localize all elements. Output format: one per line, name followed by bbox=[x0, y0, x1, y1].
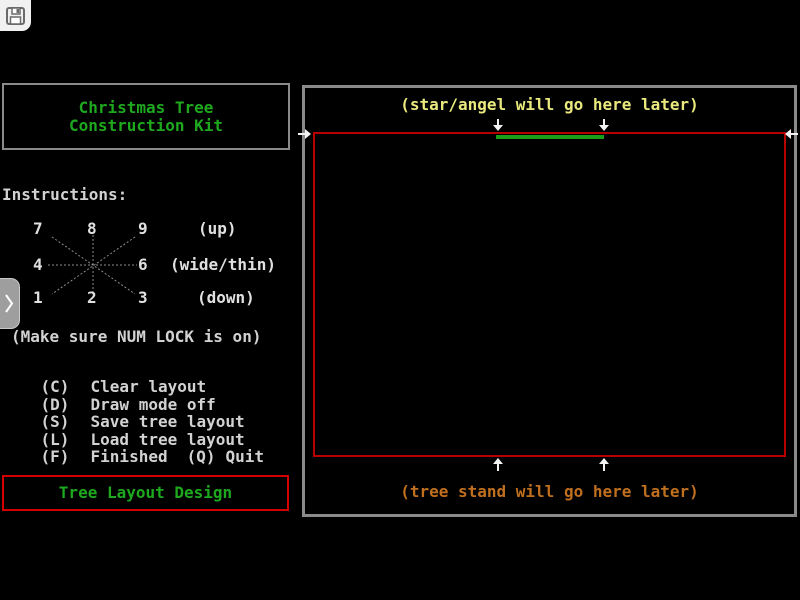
instructions-heading: Instructions: bbox=[2, 185, 128, 204]
save-button[interactable] bbox=[0, 0, 31, 31]
command-clear: (C) Clear layout bbox=[2, 363, 207, 411]
numpad-label-wide-thin: (wide/thin) bbox=[170, 255, 276, 274]
down-arrow-icon bbox=[493, 119, 503, 131]
command-key: (C) bbox=[40, 377, 70, 396]
down-arrow-icon bbox=[599, 119, 609, 131]
command-load: (L) Load tree layout bbox=[2, 416, 245, 464]
chevron-right-icon bbox=[5, 294, 14, 313]
command-label: Clear layout bbox=[90, 377, 207, 396]
app-title-line2: Construction Kit bbox=[68, 115, 224, 135]
command-label: Save tree layout bbox=[90, 412, 245, 431]
tree-top-segment bbox=[496, 135, 604, 139]
command-draw-mode: (D) Draw mode off bbox=[2, 381, 216, 429]
command-key: (F) bbox=[40, 447, 70, 466]
mode-status-label: Tree Layout Design bbox=[58, 483, 233, 502]
command-key: (S) bbox=[40, 412, 70, 431]
command-label: Finished bbox=[90, 447, 168, 466]
floppy-disk-icon bbox=[6, 6, 25, 25]
numpad-key-8: 8 bbox=[87, 219, 97, 238]
command-key: (D) bbox=[40, 394, 70, 414]
numpad-key-7: 7 bbox=[33, 219, 43, 238]
command-save: (S) Save tree layout bbox=[2, 398, 245, 446]
numlock-note: (Make sure NUM LOCK is on) bbox=[11, 327, 262, 346]
numpad-key-2: 2 bbox=[87, 288, 97, 307]
up-arrow-icon bbox=[599, 458, 609, 471]
numpad-key-3: 3 bbox=[138, 288, 148, 307]
numpad-key-6: 6 bbox=[138, 255, 148, 274]
command-key: (L) bbox=[40, 429, 70, 449]
numpad-key-9: 9 bbox=[138, 219, 148, 238]
left-arrow-icon bbox=[785, 129, 798, 139]
numpad-direction-lines bbox=[48, 235, 137, 295]
app-title-box: Christmas Tree Construction Kit bbox=[2, 83, 290, 150]
command-key: (Q) bbox=[186, 447, 216, 466]
command-label: Load tree layout bbox=[90, 429, 245, 449]
numpad-label-down: (down) bbox=[197, 288, 255, 307]
command-label: Draw mode off bbox=[90, 394, 216, 414]
numpad-key-4: 4 bbox=[33, 255, 43, 274]
numpad-key-1: 1 bbox=[33, 288, 43, 307]
right-arrow-icon bbox=[298, 129, 311, 139]
mode-status-box: Tree Layout Design bbox=[2, 475, 289, 511]
command-label: Quit bbox=[225, 447, 265, 466]
sidebar-expand-tab[interactable] bbox=[0, 278, 20, 329]
numpad-label-up: (up) bbox=[198, 219, 237, 238]
star-placeholder-caption: (star/angel will go here later) bbox=[400, 95, 699, 114]
up-arrow-icon bbox=[493, 458, 503, 471]
tree-canvas[interactable] bbox=[313, 132, 786, 457]
command-finished-quit: (F) Finished (Q) Quit bbox=[2, 433, 265, 481]
numpad-diagram: 7 8 9 (up) 4 6 (wide/thin) 1 2 3 (down) bbox=[30, 215, 300, 315]
app-title-line1: Christmas Tree bbox=[78, 97, 214, 117]
tree-stand-placeholder-caption: (tree stand will go here later) bbox=[400, 482, 699, 501]
